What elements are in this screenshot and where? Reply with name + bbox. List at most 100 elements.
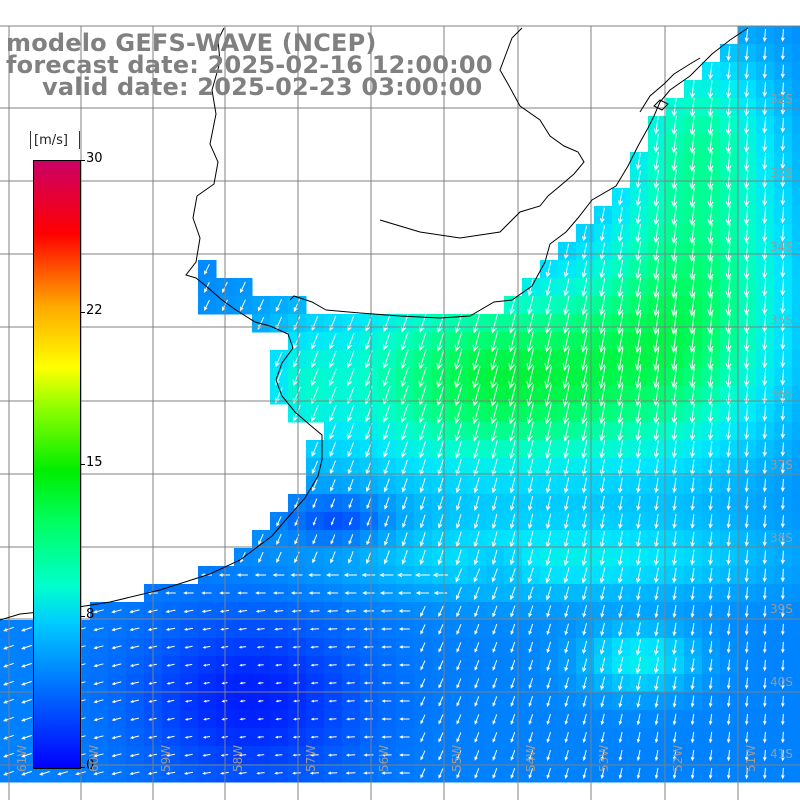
wind-arrow — [258, 551, 264, 563]
wind-arrow — [563, 458, 570, 477]
wind-arrow — [492, 714, 498, 725]
wind-arrow — [762, 28, 767, 43]
wind-arrow — [474, 768, 480, 779]
wind-arrow — [690, 586, 695, 601]
wind-arrow — [744, 641, 749, 654]
wind-arrow — [581, 548, 588, 567]
wind-arrow — [528, 695, 534, 708]
wind-arrow — [401, 440, 409, 458]
wind-arrow — [672, 586, 677, 601]
wind-arrow — [763, 731, 767, 744]
wind-arrow — [672, 605, 677, 619]
wind-arrow — [743, 205, 750, 226]
wind-arrow — [381, 735, 392, 739]
wind-arrow — [581, 440, 588, 459]
wind-arrow — [93, 627, 104, 632]
wind-arrow — [328, 663, 337, 667]
wind-arrow — [528, 605, 534, 618]
wind-arrow — [563, 513, 570, 530]
wind-arrow — [652, 330, 660, 354]
wind-speed-cell — [792, 44, 800, 63]
wind-arrow — [456, 605, 462, 618]
wind-arrow — [329, 423, 337, 440]
wind-arrow — [456, 768, 462, 779]
wind-arrow — [293, 298, 301, 313]
wind-arrow — [726, 532, 731, 547]
wind-arrow — [129, 645, 140, 649]
wind-arrow — [707, 187, 714, 208]
wind-arrow — [707, 205, 714, 226]
wind-speed-cell — [792, 350, 800, 369]
wind-arrow — [616, 330, 624, 353]
wind-arrow — [617, 259, 624, 280]
wind-arrow — [689, 151, 696, 172]
wind-arrow — [580, 348, 588, 371]
wind-arrow — [419, 549, 426, 566]
wind-arrow — [310, 717, 319, 721]
wind-arrow — [635, 294, 642, 317]
wind-arrow — [327, 627, 338, 631]
wind-arrow — [708, 659, 713, 673]
wind-arrow — [255, 609, 266, 613]
wind-arrow — [635, 656, 642, 675]
wind-arrow — [363, 663, 374, 667]
wind-arrow — [436, 348, 445, 370]
wind-arrow — [381, 663, 392, 667]
wind-arrow — [654, 496, 659, 512]
wind-arrow — [582, 767, 587, 779]
wind-arrow — [708, 496, 713, 511]
wind-arrow — [438, 732, 444, 743]
wind-arrow — [310, 699, 319, 703]
wind-arrow — [744, 587, 749, 601]
wind-arrow — [474, 642, 480, 653]
wind-arrow — [526, 421, 534, 442]
wind-arrow — [654, 713, 659, 726]
wind-arrow — [564, 749, 569, 762]
wind-arrow — [725, 205, 732, 226]
wind-arrow — [689, 187, 696, 208]
wind-arrow — [510, 732, 516, 743]
wind-arrow — [418, 403, 427, 424]
legend-unit: [m/s] — [34, 133, 68, 148]
wind-arrow — [780, 333, 786, 350]
wind-arrow — [312, 534, 318, 545]
wind-arrow — [617, 294, 624, 317]
wind-arrow — [690, 695, 695, 708]
wind-arrow — [743, 241, 750, 262]
wind-arrow — [581, 243, 588, 260]
wind-arrow — [762, 117, 768, 134]
wind-arrow — [634, 312, 642, 335]
wind-arrow — [415, 590, 430, 596]
wind-arrow — [257, 299, 264, 312]
wind-arrow — [311, 460, 319, 475]
wind-arrow — [545, 458, 552, 477]
wind-arrow — [618, 731, 623, 744]
wind-arrow — [509, 549, 516, 566]
wind-speed-cell — [792, 638, 800, 657]
wind-arrow — [690, 640, 695, 655]
wind-arrow — [582, 713, 587, 726]
wind-arrow — [166, 645, 175, 649]
wind-arrow — [203, 663, 210, 667]
wind-speed-cell — [792, 530, 800, 549]
wind-arrow — [382, 367, 391, 387]
wind-arrow — [508, 421, 516, 442]
wind-arrow — [725, 151, 732, 172]
wind-arrow — [347, 441, 355, 458]
wind-arrow — [257, 735, 264, 739]
wind-arrow — [438, 750, 444, 761]
wind-arrow — [420, 768, 426, 779]
wind-arrow — [598, 312, 606, 335]
wind-arrow — [293, 351, 301, 368]
wind-arrow — [635, 206, 642, 225]
latitude-label: 33S — [770, 166, 793, 180]
wind-arrow — [599, 657, 606, 674]
wind-arrow — [93, 681, 104, 686]
wind-arrow — [726, 713, 731, 726]
wind-arrow — [616, 366, 624, 389]
wind-arrow — [473, 458, 480, 477]
wind-arrow — [562, 365, 570, 390]
wind-arrow — [599, 277, 606, 298]
wind-arrow — [345, 753, 356, 757]
wind-arrow — [725, 133, 732, 154]
